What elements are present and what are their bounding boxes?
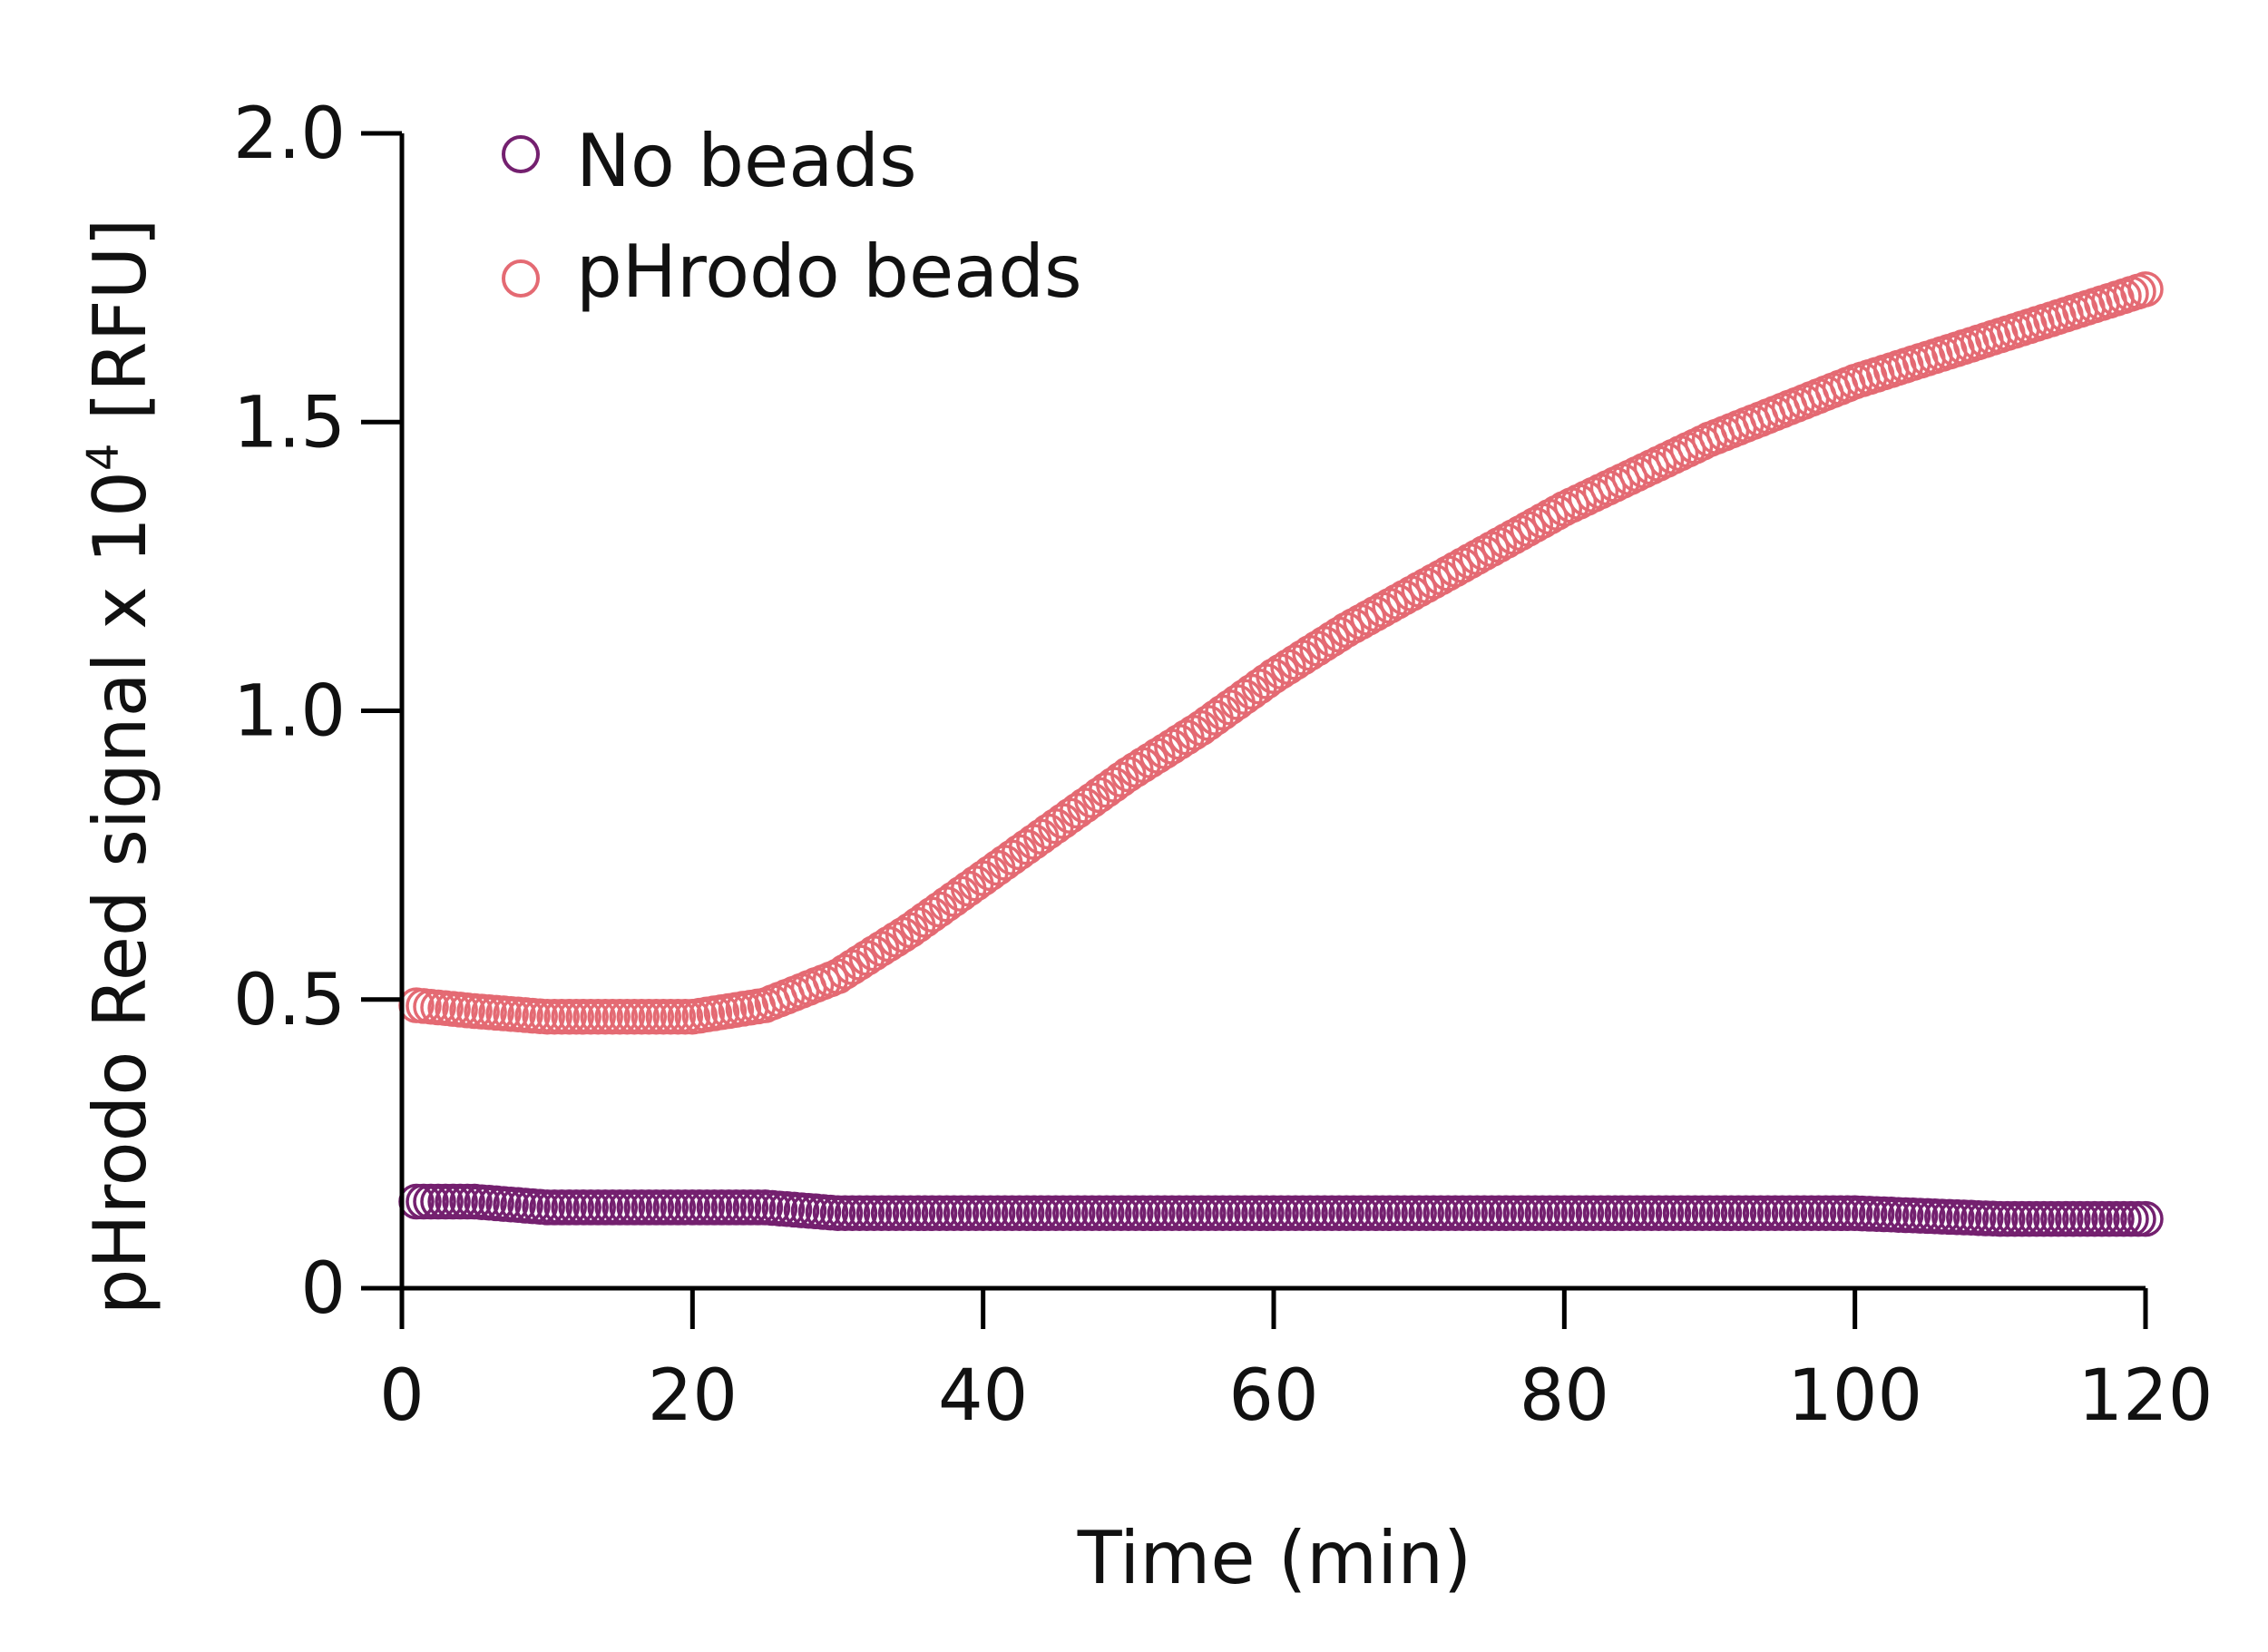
plot-area <box>398 271 2164 1237</box>
x-tick-label: 120 <box>2078 1355 2214 1437</box>
y-axis-title-exponent: 4 <box>78 444 129 472</box>
x-tick-label: 40 <box>938 1355 1028 1437</box>
legend-marker-no-beads <box>502 135 540 173</box>
x-axis-ticks: 0 20 40 60 80 100 120 <box>379 1288 2213 1437</box>
y-tick-label: 1.5 <box>233 382 346 464</box>
legend: No beads pHrodo beads <box>502 119 1082 314</box>
y-axis-title: pHrodo Red signal x 104 [RFU] <box>78 219 162 1315</box>
x-tick-label: 80 <box>1520 1355 1609 1437</box>
y-tick-label: 0.5 <box>233 960 346 1041</box>
y-tick-label: 1.0 <box>233 671 346 753</box>
x-tick-label: 0 <box>379 1355 425 1437</box>
y-axis-title-main: pHrodo Red signal x 10 <box>78 471 162 1315</box>
y-tick-label: 2.0 <box>233 93 346 175</box>
data-point <box>2127 1200 2164 1237</box>
x-axis-title: Time (min) <box>1077 1516 1472 1600</box>
x-tick-label: 60 <box>1228 1355 1318 1437</box>
y-axis-title-unit: [RFU] <box>78 219 162 444</box>
y-tick-label: 0 <box>300 1248 346 1330</box>
legend-label-no-beads: No beads <box>576 119 917 203</box>
y-axis-ticks: 0 0.5 1.0 1.5 2.0 <box>233 93 402 1330</box>
series-phrodo-beads <box>398 271 2164 1035</box>
data-point <box>2127 271 2164 308</box>
legend-label-phrodo-beads: pHrodo beads <box>576 230 1082 314</box>
x-tick-label: 100 <box>1787 1355 1922 1437</box>
series-no-beads <box>398 1183 2164 1237</box>
legend-marker-phrodo-beads <box>502 259 540 298</box>
x-tick-label: 20 <box>648 1355 738 1437</box>
